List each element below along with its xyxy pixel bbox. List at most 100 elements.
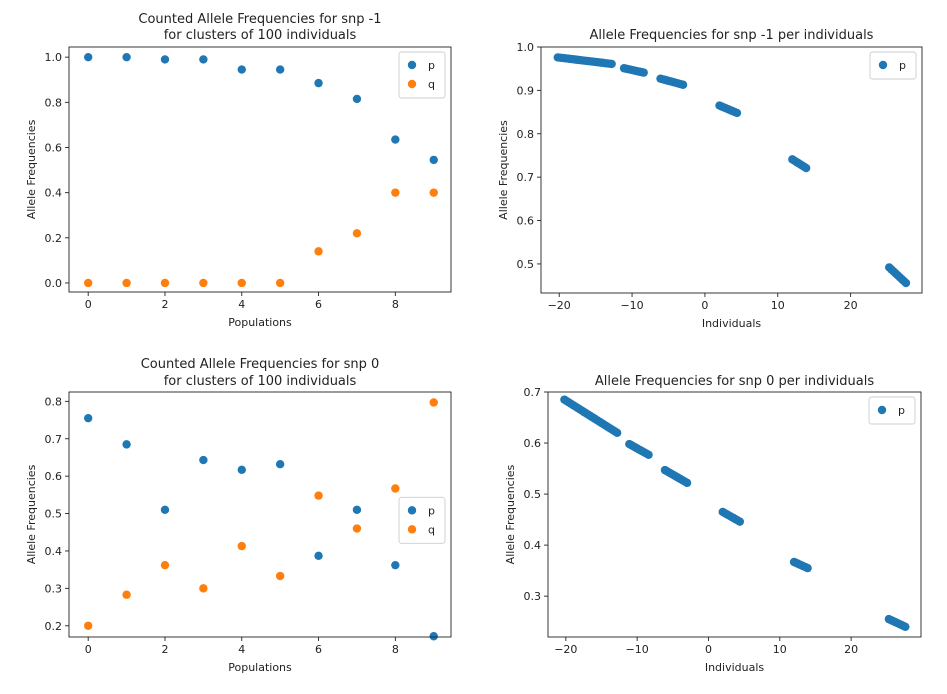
- data-point: [352, 524, 362, 533]
- data-point: [160, 560, 170, 570]
- legend-marker-q: [407, 525, 417, 534]
- y-axis-label: Allele Frequencies: [25, 119, 38, 219]
- legend-label-p: p: [428, 59, 435, 72]
- legend-label-p: p: [899, 59, 906, 72]
- y-tick-label: 0.9: [517, 84, 535, 97]
- y-tick-label: 0.2: [45, 232, 63, 245]
- y-tick-label: 0.5: [45, 508, 63, 521]
- y-tick-label: 0.5: [524, 488, 542, 501]
- legend: pq: [398, 51, 446, 99]
- y-tick-label: 0.7: [45, 433, 63, 446]
- data-point: [122, 440, 131, 449]
- y-tick-label: 1.0: [45, 51, 63, 64]
- x-tick-label: 0: [705, 643, 712, 656]
- legend-label-q: q: [428, 78, 435, 91]
- series-p: [560, 395, 910, 631]
- x-tick-label: 8: [392, 643, 399, 656]
- y-tick-label: 0.8: [45, 96, 63, 109]
- plot-frame: [547, 391, 922, 638]
- x-axis-label: Populations: [228, 316, 292, 329]
- x-tick-label: 20: [844, 643, 858, 656]
- series-q: [83, 188, 438, 288]
- y-tick-label: 0.6: [45, 470, 63, 483]
- x-tick-label: 0: [85, 643, 92, 656]
- chart-title: Allele Frequencies for snp 0 per individ…: [595, 374, 874, 389]
- legend-marker-p: [407, 60, 417, 70]
- x-tick-label: 2: [161, 643, 168, 656]
- chart-panel-1: Counted Allele Frequencies for snp -1for…: [25, 12, 452, 329]
- data-point: [314, 491, 323, 500]
- data-point: [199, 455, 208, 465]
- data-point: [612, 428, 622, 438]
- data-point: [429, 398, 438, 407]
- legend-marker-p: [407, 506, 417, 515]
- data-point: [803, 563, 812, 573]
- x-tick-label: 8: [392, 298, 399, 311]
- data-point: [314, 551, 323, 561]
- data-point: [122, 52, 131, 62]
- data-point: [801, 163, 811, 173]
- y-axis-label: Allele Frequencies: [25, 464, 38, 564]
- x-tick-label: 20: [844, 299, 858, 312]
- x-tick-label: 6: [315, 298, 322, 311]
- data-point: [275, 278, 285, 288]
- legend-marker-q: [407, 79, 417, 89]
- legend-marker-p: [878, 60, 888, 70]
- data-point: [160, 278, 170, 288]
- plot-frame: [68, 46, 452, 293]
- x-tick-label: −20: [548, 299, 571, 312]
- y-tick-label: 0.2: [45, 620, 63, 633]
- data-point: [83, 413, 93, 423]
- data-point: [83, 278, 93, 288]
- data-point: [735, 517, 745, 526]
- data-point: [314, 247, 323, 256]
- chart-panel-2: Allele Frequencies for snp -1 per indivi…: [497, 28, 923, 330]
- x-tick-label: 4: [238, 643, 245, 656]
- chart-title: Allele Frequencies for snp -1 per indivi…: [590, 28, 874, 43]
- y-tick-label: 1.0: [517, 41, 535, 54]
- data-point: [607, 59, 616, 69]
- data-point: [682, 478, 692, 488]
- legend: p: [868, 396, 916, 425]
- data-point: [901, 622, 910, 631]
- x-tick-label: 2: [161, 298, 168, 311]
- y-tick-label: 0.8: [45, 395, 63, 408]
- y-tick-label: 0.8: [517, 128, 535, 141]
- y-tick-label: 0.3: [45, 582, 63, 595]
- data-point: [352, 94, 362, 104]
- chart-panel-3: Counted Allele Frequencies for snp 0 for …: [25, 357, 452, 674]
- data-point: [429, 632, 438, 641]
- chart-title: Counted Allele Frequencies for snp 0: [141, 357, 380, 372]
- data-point: [732, 108, 742, 118]
- data-point: [199, 584, 208, 593]
- x-axis-label: Individuals: [705, 661, 765, 674]
- data-point: [901, 278, 911, 288]
- legend-marker-p: [877, 405, 887, 415]
- data-point: [391, 484, 400, 493]
- legend-box: [869, 51, 917, 80]
- x-tick-label: −10: [626, 643, 649, 656]
- y-tick-label: 0.4: [524, 539, 542, 552]
- chart-title: for clusters of 100 individuals: [164, 28, 357, 43]
- x-axis-label: Individuals: [702, 317, 762, 330]
- legend: pq: [398, 496, 446, 544]
- legend-label-p: p: [898, 404, 905, 417]
- data-point: [83, 621, 93, 630]
- legend-label-p: p: [428, 504, 435, 517]
- y-tick-label: 0.5: [517, 258, 535, 271]
- data-point: [160, 55, 170, 64]
- y-tick-label: 0.6: [517, 215, 535, 228]
- legend-box: [398, 496, 446, 544]
- data-point: [275, 571, 285, 581]
- legend-box: [868, 396, 916, 425]
- y-tick-label: 0.7: [517, 171, 535, 184]
- x-tick-label: −10: [620, 299, 643, 312]
- x-tick-label: 0: [85, 298, 92, 311]
- data-point: [352, 229, 362, 238]
- y-axis-label: Allele Frequencies: [497, 120, 510, 220]
- series-q: [83, 398, 438, 630]
- y-tick-label: 0.6: [524, 437, 542, 450]
- x-tick-label: −20: [554, 643, 577, 656]
- data-point: [122, 590, 131, 599]
- data-point: [639, 68, 648, 77]
